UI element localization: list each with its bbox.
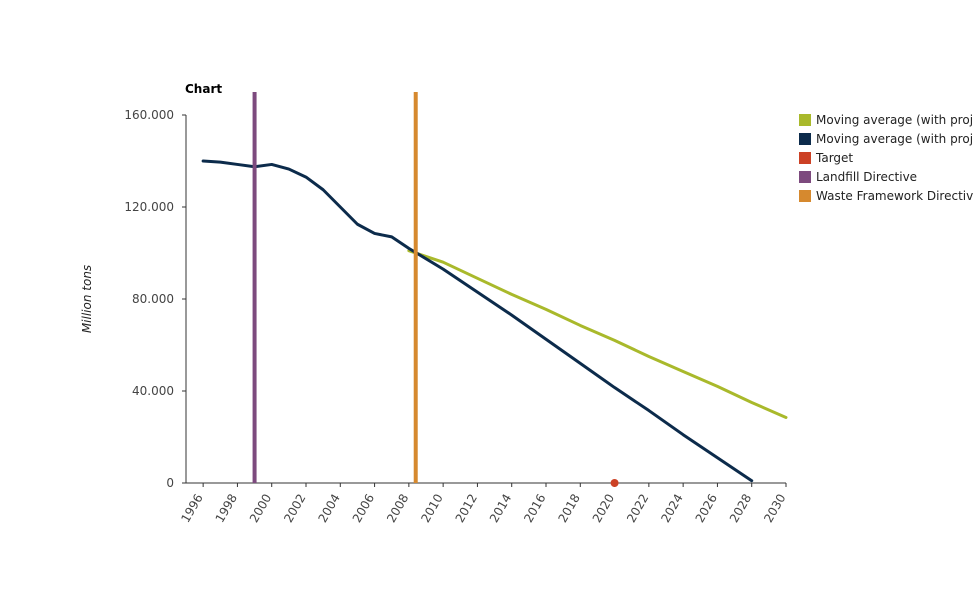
x-tick-label: 2002: [281, 492, 308, 525]
legend-label: Landfill Directive: [816, 170, 917, 184]
legend-swatch: [799, 190, 811, 202]
x-tick-label: 2004: [315, 492, 342, 525]
x-tick-label: 2000: [247, 492, 274, 525]
x-tick-label: 2022: [624, 492, 651, 525]
x-tick-label: 2014: [487, 492, 514, 525]
x-tick-label: 2018: [555, 492, 582, 525]
legend-label: Moving average (with proj: [816, 132, 973, 146]
y-tick-label: 80.000: [132, 292, 174, 306]
x-tick-label: 2030: [761, 492, 788, 525]
y-tick-label: 120.000: [124, 200, 174, 214]
legend-label: Target: [815, 151, 853, 165]
x-tick-label: 2024: [658, 492, 685, 525]
legend-swatch: [799, 171, 811, 183]
series-line: [201, 159, 754, 483]
y-tick-label: 40.000: [132, 384, 174, 398]
x-tick-label: 2006: [350, 492, 377, 525]
x-tick-label: 1996: [178, 492, 205, 525]
x-tick-label: 2010: [418, 492, 445, 525]
legend: Moving average (with proj Moving average …: [799, 113, 973, 203]
series-line: [407, 249, 788, 419]
x-tick-label: 2008: [384, 492, 411, 525]
x-tick-label: 2016: [521, 492, 548, 525]
directive-line: [252, 92, 257, 483]
x-tick-label: 2028: [727, 492, 754, 525]
target-point: [610, 479, 619, 487]
directive-line: [413, 92, 418, 483]
plot-area: 0 40.000 80.000 120.000 160.000 1996 1998 2000 2…: [124, 92, 789, 525]
x-tick-label: 2020: [590, 492, 617, 525]
legend-swatch: [799, 114, 811, 126]
y-axis-title: Million tons: [80, 265, 94, 333]
legend-label: Waste Framework Directiv: [816, 189, 973, 203]
y-tick-label: 160.000: [124, 108, 174, 122]
legend-swatch: [799, 133, 811, 145]
x-tick-label: 1998: [213, 492, 240, 525]
y-tick-label: 0: [166, 476, 174, 490]
x-tick-label: 2026: [693, 492, 720, 525]
legend-swatch: [799, 152, 811, 164]
x-tick-label: 2012: [453, 492, 480, 525]
legend-label: Moving average (with proj: [816, 113, 973, 127]
chart-title: Chart: [185, 82, 222, 96]
